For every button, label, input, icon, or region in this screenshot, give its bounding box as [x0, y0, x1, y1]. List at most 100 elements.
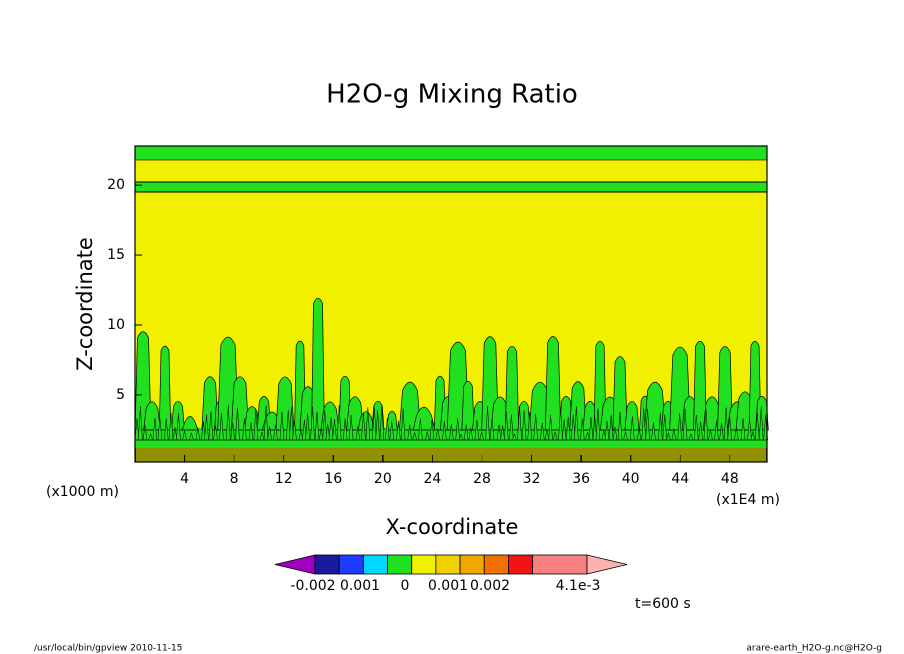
colorbar-end	[274, 554, 316, 575]
plume-small	[305, 413, 310, 441]
plume-small	[219, 412, 224, 441]
field-band	[134, 181, 768, 193]
plume-small	[580, 418, 585, 441]
x-tick-label: 36	[572, 471, 590, 487]
plume-small	[138, 406, 143, 441]
colorbar-label: 0.001	[340, 578, 380, 594]
plume-small	[630, 416, 635, 441]
plume-small	[298, 430, 304, 441]
plume-small	[389, 421, 395, 441]
plume-small	[400, 408, 406, 441]
colorbar-box	[532, 554, 588, 575]
plume-small	[521, 410, 527, 441]
plume-small	[533, 414, 538, 441]
plume-small	[455, 418, 460, 441]
plume-small	[348, 415, 354, 441]
plume	[504, 346, 520, 431]
plume-small	[163, 418, 169, 441]
plume-small	[608, 415, 614, 441]
plume-small	[152, 418, 158, 441]
plume-small	[314, 411, 320, 441]
colorbar-box	[459, 554, 485, 575]
plume-small	[747, 418, 752, 441]
y-tick-label: 20	[107, 177, 125, 193]
colorbar-end	[586, 554, 628, 575]
contour-field	[134, 145, 769, 462]
plume	[717, 346, 733, 431]
plume-small	[553, 431, 558, 441]
plume-small	[623, 431, 628, 441]
plume-small	[540, 422, 545, 441]
footer-right: arare-earth_H2O-g.nc@H2O-g	[746, 644, 882, 654]
plume-small	[574, 406, 579, 441]
plume-small	[485, 406, 490, 441]
plume	[171, 400, 185, 431]
colorbar-label: 4.1e-3	[556, 578, 601, 594]
plume-small	[168, 412, 174, 441]
x-tick-label: 8	[230, 471, 239, 487]
colorbar-box	[435, 554, 461, 575]
plume-small	[645, 409, 650, 441]
plume-small	[279, 411, 285, 441]
plume-small	[248, 422, 254, 441]
plume-small	[714, 420, 719, 441]
plume-small	[332, 419, 337, 441]
plume-small	[148, 432, 153, 441]
colorbar-label: -0.002	[290, 578, 335, 594]
plume-small	[666, 431, 671, 441]
plume-small	[558, 407, 563, 441]
plume-small	[361, 413, 366, 441]
plume-small	[636, 429, 642, 441]
colorbar-box	[508, 554, 533, 575]
plume	[181, 416, 199, 431]
plume-small	[449, 424, 454, 441]
x-tick-label: 24	[423, 471, 441, 487]
plume-small	[561, 419, 567, 441]
plume-small	[172, 427, 178, 441]
plume-small	[318, 428, 324, 441]
chart-title: H2O-g Mixing Ratio	[326, 80, 578, 110]
plot-frame	[134, 145, 768, 463]
plume-small	[235, 407, 240, 441]
plume-small	[694, 414, 699, 441]
colorbar: -0.002 0.001 0 0.001 0.002 4.1e-3	[274, 554, 628, 594]
plume	[398, 381, 422, 431]
plume-small	[703, 408, 709, 441]
plume-small	[604, 421, 610, 441]
plume-small	[385, 418, 390, 441]
colorbar-label: 0	[401, 578, 410, 594]
plume-small	[612, 426, 618, 441]
plume	[569, 381, 587, 431]
plume-small	[230, 422, 235, 441]
plume-small	[412, 432, 417, 441]
plume-small	[527, 411, 532, 441]
plume-small	[407, 424, 412, 441]
plume-small	[189, 431, 194, 441]
plume-small	[302, 419, 307, 441]
plume-small	[336, 405, 342, 441]
plume	[412, 406, 436, 431]
colorbar-box	[362, 554, 388, 575]
x-tick-label: 48	[721, 471, 739, 487]
plume-small	[688, 433, 694, 441]
plume-small	[698, 421, 703, 441]
plume-small	[500, 425, 505, 441]
plume-small	[754, 412, 760, 441]
plume-small	[734, 427, 739, 441]
plume-small	[671, 428, 677, 441]
x-tick-label: 44	[671, 471, 689, 487]
plume-small	[496, 424, 502, 441]
y-tick-label: 10	[107, 317, 125, 333]
plume	[461, 380, 475, 431]
plume	[544, 336, 562, 431]
plume-small	[292, 421, 297, 441]
x-unit-left: (x1000 m)	[46, 484, 119, 500]
plume-small	[682, 408, 688, 441]
plume-small	[750, 431, 756, 441]
plume-small	[289, 407, 294, 441]
plume-small	[273, 424, 278, 441]
plume-small	[182, 430, 187, 441]
x-tick-label: 28	[473, 471, 491, 487]
plume-small	[570, 414, 576, 441]
